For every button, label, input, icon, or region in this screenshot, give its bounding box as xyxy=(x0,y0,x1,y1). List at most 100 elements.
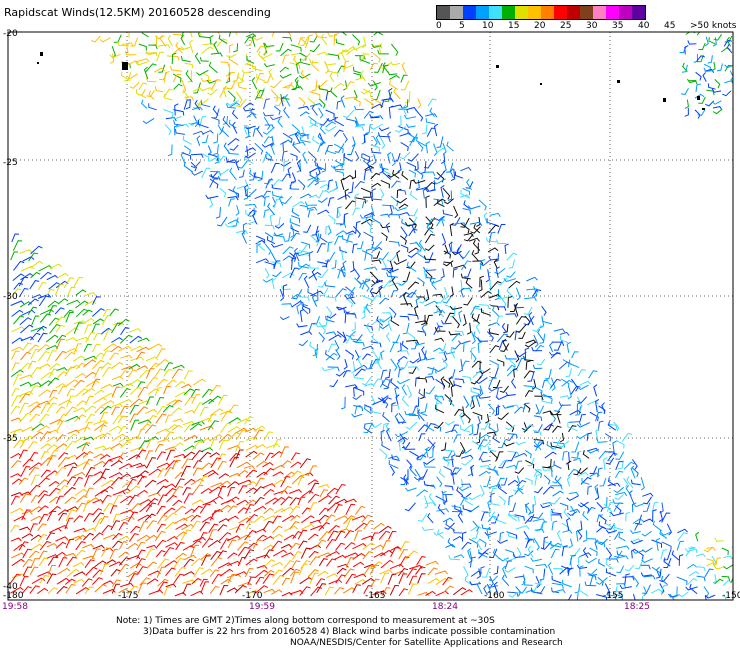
wind-barb xyxy=(346,298,354,308)
wind-barb xyxy=(640,564,651,570)
wind-barb xyxy=(514,303,519,317)
wind-barb xyxy=(576,593,579,600)
wind-barb xyxy=(387,573,397,585)
wind-barb xyxy=(385,422,391,433)
wind-barb xyxy=(73,515,84,523)
wind-barb xyxy=(211,79,221,90)
wind-barb xyxy=(252,452,265,460)
wind-barb xyxy=(217,550,227,558)
wind-barb xyxy=(361,200,369,209)
wind-barb xyxy=(416,454,427,460)
wind-barb xyxy=(201,46,214,54)
wind-barb xyxy=(407,281,420,290)
wind-barb xyxy=(488,231,496,244)
wind-barb xyxy=(20,336,34,342)
wind-barb xyxy=(524,306,533,315)
legend-swatch xyxy=(489,6,502,19)
wind-barb xyxy=(11,233,20,243)
wind-barb xyxy=(307,206,318,211)
wind-barb xyxy=(575,529,581,542)
wind-barb xyxy=(372,52,381,63)
wind-barb xyxy=(480,566,485,576)
wind-barb xyxy=(214,153,219,164)
wind-barb xyxy=(172,73,182,83)
wind-barb xyxy=(698,42,706,51)
wind-barb xyxy=(74,534,87,542)
wind-barb xyxy=(13,282,23,290)
wind-barb xyxy=(65,583,76,594)
wind-barb xyxy=(369,271,379,284)
wind-barb xyxy=(237,546,249,557)
wind-barb xyxy=(465,278,473,289)
wind-barb xyxy=(381,380,390,389)
wind-barb xyxy=(217,168,229,175)
wind-barb xyxy=(72,561,85,568)
wind-barb xyxy=(200,100,211,108)
wind-barb xyxy=(467,548,472,560)
wind-barb xyxy=(468,494,482,501)
wind-barb xyxy=(190,122,201,127)
wind-barb xyxy=(247,209,257,217)
wind-barb xyxy=(680,88,689,95)
wind-barb xyxy=(386,253,399,263)
wind-barb xyxy=(597,420,604,431)
wind-barb xyxy=(148,90,155,100)
wind-barb xyxy=(453,554,465,559)
wind-barb xyxy=(425,560,439,566)
wind-barb xyxy=(423,267,428,280)
wind-barb xyxy=(594,487,600,501)
wind-barb xyxy=(497,439,506,449)
wind-barb xyxy=(236,98,247,108)
wind-barb xyxy=(236,418,250,424)
wind-barb xyxy=(279,73,292,79)
wind-barb xyxy=(442,456,454,461)
wind-barb xyxy=(325,225,331,235)
wind-barb xyxy=(184,409,196,414)
wind-barb xyxy=(156,514,168,525)
wind-barb xyxy=(490,305,500,311)
wind-barb xyxy=(451,333,462,342)
wind-barb xyxy=(271,278,276,290)
wind-barb xyxy=(210,557,223,567)
wind-barb xyxy=(256,125,263,138)
wind-barb xyxy=(424,300,438,307)
wind-barb xyxy=(527,457,535,467)
wind-barb xyxy=(533,438,545,445)
wind-barb xyxy=(290,461,302,468)
wind-barb xyxy=(478,199,487,211)
wind-barb xyxy=(405,550,418,560)
wind-barb xyxy=(263,489,275,497)
wind-barb xyxy=(245,521,255,530)
wind-barb xyxy=(398,440,404,452)
wind-barb xyxy=(344,311,350,324)
wind-barb xyxy=(271,243,284,248)
wind-barb xyxy=(261,142,273,148)
wind-barb xyxy=(428,448,434,459)
wind-barb xyxy=(357,279,371,285)
map-grid xyxy=(8,32,733,600)
wind-barb xyxy=(656,566,661,578)
wind-barb xyxy=(370,578,380,587)
wind-barb xyxy=(476,539,482,551)
wind-barb xyxy=(175,41,183,54)
wind-barb xyxy=(182,135,192,145)
wind-barb xyxy=(594,398,600,413)
wind-barb xyxy=(382,64,389,74)
wind-barb xyxy=(136,470,149,478)
wind-barb xyxy=(200,417,212,423)
wind-barb xyxy=(184,396,196,406)
wind-barb xyxy=(252,127,259,137)
wind-barb xyxy=(256,88,265,99)
wind-barb xyxy=(433,325,443,336)
wind-barb xyxy=(642,518,654,523)
wind-barb xyxy=(550,514,563,519)
wind-barb xyxy=(29,382,42,387)
wind-barb xyxy=(311,268,318,281)
wind-barb xyxy=(324,145,333,155)
wind-barb xyxy=(172,73,182,83)
wind-barb xyxy=(48,317,60,326)
wind-barb xyxy=(291,470,302,478)
wind-barb xyxy=(264,46,271,56)
wind-barb xyxy=(18,276,29,287)
wind-barb xyxy=(40,443,52,450)
